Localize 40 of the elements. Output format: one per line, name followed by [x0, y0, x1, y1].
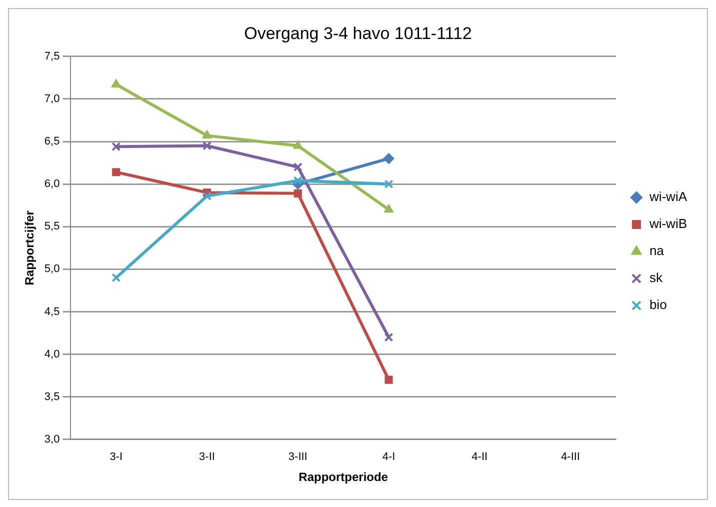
legend-label: sk	[649, 270, 663, 286]
point	[112, 142, 121, 152]
x-tick-label: 3-I	[110, 451, 123, 464]
legend-label: wi-wiB	[648, 216, 688, 232]
point	[384, 204, 394, 213]
point	[111, 78, 121, 88]
x-tick-label: 3-III	[288, 451, 308, 464]
point	[384, 376, 393, 384]
legend-label: na	[649, 243, 665, 258]
y-tick-label: 5,5	[44, 220, 60, 233]
x-tick-label: 3-II	[199, 451, 215, 464]
point	[202, 191, 212, 201]
y-tick-label: 6,5	[44, 136, 60, 148]
point	[384, 332, 394, 342]
y-tick-label: 7,5	[44, 50, 60, 62]
y-tick-label: 7,0	[44, 92, 60, 105]
point	[384, 180, 394, 189]
point	[293, 162, 302, 172]
point	[202, 130, 212, 139]
point	[294, 189, 302, 198]
chart-title: Overgang 3-4 havo 1011-1112	[244, 24, 472, 43]
y-tick-label: 6,0	[44, 178, 60, 190]
y-tick-label: 5,0	[44, 263, 60, 276]
legend-label: wi-wiA	[648, 189, 688, 204]
point	[293, 140, 303, 149]
y-tick-label: 3,5	[44, 390, 60, 403]
x-tick-label: 4-II	[472, 451, 488, 464]
legend-label: bio	[649, 297, 667, 312]
y-tick-label: 4,5	[44, 306, 60, 318]
point	[112, 273, 121, 282]
point	[202, 141, 212, 150]
y-tick-label: 3,0	[44, 433, 60, 446]
x-tick-label: 4-III	[561, 451, 580, 464]
y-axis-title: Rapportcijfer	[22, 210, 37, 286]
point	[293, 176, 302, 186]
y-tick-label: 4,0	[44, 348, 60, 360]
x-tick-label: 4-I	[382, 451, 396, 464]
point	[383, 153, 394, 164]
point	[112, 168, 120, 176]
x-axis-title: Rapportperiode	[298, 470, 388, 484]
